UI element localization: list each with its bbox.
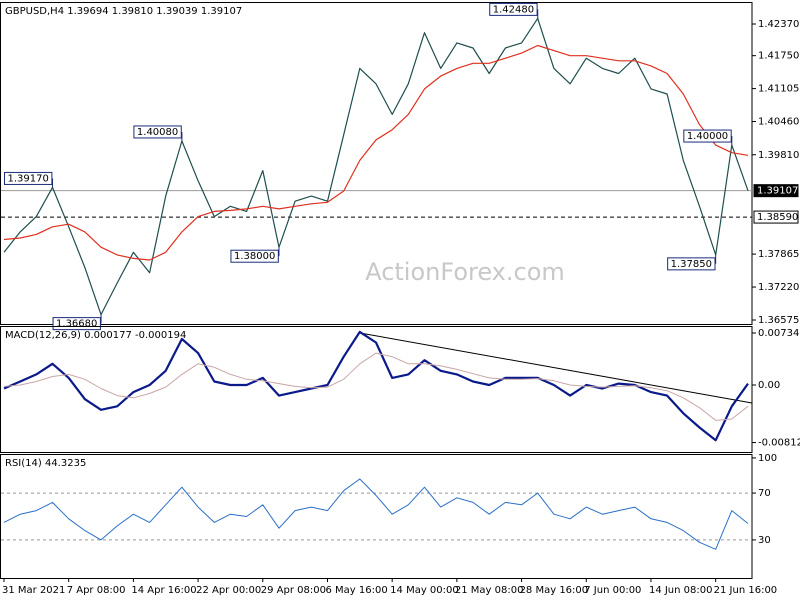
y-tick-label: 1.39810 bbox=[758, 150, 799, 161]
annotation-label: 1.42480 bbox=[493, 4, 534, 15]
annotation-label: 1.37850 bbox=[671, 259, 712, 270]
x-tick-label: 21 May 08:00 bbox=[455, 585, 524, 596]
x-tick-label: 28 May 16:00 bbox=[520, 585, 589, 596]
y-tick-label: 30 bbox=[758, 535, 771, 546]
annotation-box bbox=[133, 125, 182, 139]
annotation-box bbox=[667, 257, 716, 271]
x-tick-label: 14 May 00:00 bbox=[390, 585, 459, 596]
annotation-label: 1.38000 bbox=[234, 251, 275, 262]
panel-title: RSI(14) 44.3235 bbox=[5, 458, 86, 469]
price-line-label: 1.39107 bbox=[757, 186, 798, 197]
y-tick-label: 0.00 bbox=[758, 380, 780, 391]
annotation-label: 1.40080 bbox=[137, 127, 178, 138]
y-tick-label: 1.37865 bbox=[758, 249, 799, 260]
y-tick-label: 0.007342 bbox=[758, 328, 800, 339]
panel-frame bbox=[0, 326, 753, 453]
y-tick-label: 1.37220 bbox=[758, 282, 799, 293]
x-tick-label: 14 Jun 08:00 bbox=[649, 585, 713, 596]
watermark: ActionForex.com bbox=[365, 258, 565, 286]
y-tick-label: -0.008126 bbox=[758, 438, 800, 449]
x-tick-label: 31 Mar 2021 bbox=[2, 585, 65, 596]
series-line bbox=[3, 352, 749, 421]
annotation-label: 1.39170 bbox=[8, 173, 49, 184]
series-line bbox=[3, 17, 749, 316]
y-tick-label: 1.36575 bbox=[758, 315, 799, 326]
annotation-box bbox=[489, 2, 538, 16]
y-tick-label: 1.42370 bbox=[758, 19, 799, 30]
x-tick-label: 29 Apr 08:00 bbox=[261, 585, 326, 596]
x-tick-label: 22 Apr 00:00 bbox=[196, 585, 261, 596]
y-tick-label: 1.41105 bbox=[758, 84, 799, 95]
series-line bbox=[3, 478, 749, 550]
panel-frame bbox=[0, 454, 753, 579]
y-tick-label: 70 bbox=[758, 488, 771, 499]
price-line-label: 1.38590 bbox=[757, 212, 798, 223]
x-tick-label: 6 May 16:00 bbox=[325, 585, 387, 596]
x-tick-label: 7 Jun 00:00 bbox=[584, 585, 641, 596]
y-tick-label: 100 bbox=[758, 453, 777, 464]
x-tick-label: 7 Apr 08:00 bbox=[67, 585, 126, 596]
panel-frame bbox=[0, 2, 753, 325]
annotation-label: 1.36680 bbox=[56, 319, 97, 330]
y-tick-label: 1.40460 bbox=[758, 117, 799, 128]
panel-title: MACD(12,26,9) 0.000177 -0.000194 bbox=[5, 330, 186, 341]
price-line-box bbox=[753, 184, 799, 198]
annotation-box bbox=[683, 129, 732, 143]
annotation-box bbox=[230, 249, 279, 263]
price-line-box bbox=[753, 210, 799, 224]
trendline bbox=[359, 332, 753, 404]
annotation-box bbox=[4, 171, 53, 185]
panel-title: GBPUSD,H4 1.39694 1.39810 1.39039 1.3910… bbox=[5, 6, 242, 17]
series-line bbox=[3, 44, 749, 261]
annotation-label: 1.40000 bbox=[687, 131, 728, 142]
y-tick-label: 1.41750 bbox=[758, 51, 799, 62]
x-tick-label: 21 Jun 16:00 bbox=[714, 585, 778, 596]
x-tick-label: 14 Apr 16:00 bbox=[131, 585, 196, 596]
